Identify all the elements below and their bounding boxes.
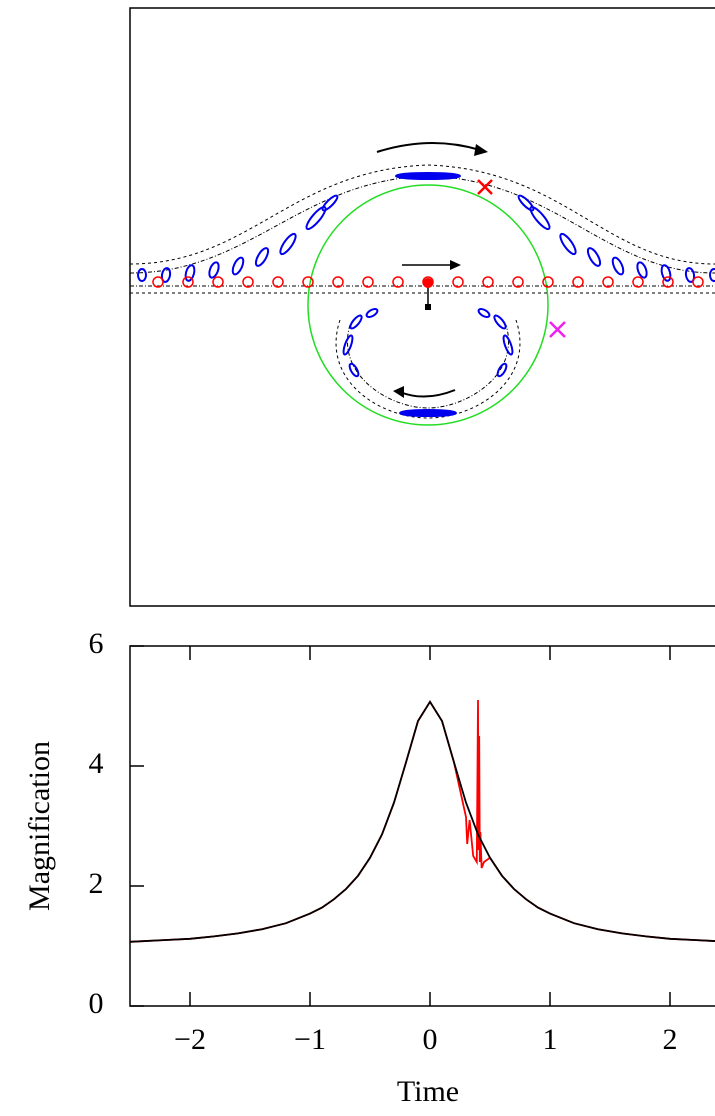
source-position (242, 276, 254, 288)
source-position (692, 276, 704, 288)
caustic-mark (549, 321, 566, 338)
image (208, 261, 220, 279)
image (321, 194, 339, 212)
x-axis-label: Time (397, 1075, 459, 1108)
image (502, 334, 514, 356)
source-position (572, 276, 584, 288)
source-position (182, 276, 194, 288)
light-curve (129, 700, 715, 943)
x-tick-label: 0 (423, 1023, 438, 1056)
image (231, 256, 245, 276)
source-position (212, 276, 224, 288)
images (137, 172, 715, 417)
image (517, 194, 535, 212)
source-position (452, 276, 464, 288)
image (660, 264, 672, 282)
image (348, 362, 360, 378)
image (305, 205, 327, 231)
image (365, 308, 379, 318)
image (636, 261, 648, 279)
x-tick-label: 2 (663, 1023, 678, 1056)
x-tick-label: −1 (294, 1023, 326, 1056)
source-position (602, 276, 614, 288)
x-tick-label: −2 (174, 1023, 206, 1056)
einstein-ring (307, 184, 549, 426)
image (559, 232, 577, 256)
source-position (662, 276, 674, 288)
image (342, 334, 354, 356)
source-position (302, 276, 314, 288)
image (254, 247, 270, 267)
image (160, 267, 172, 283)
y-axis-label: Magnification (23, 741, 56, 911)
source-position (512, 276, 524, 288)
lens-companion (425, 304, 431, 310)
source-position (482, 276, 494, 288)
diagram-frame (129, 7, 715, 607)
source-position (272, 276, 284, 288)
source-position (332, 276, 344, 288)
image (496, 362, 508, 378)
image (279, 232, 297, 256)
light-curve (129, 699, 715, 943)
critical-curve (335, 319, 521, 419)
source-position (542, 276, 554, 288)
lens (423, 278, 433, 288)
x-tick-label: 1 (543, 1023, 558, 1056)
image (586, 247, 602, 267)
image (684, 267, 696, 283)
image-track (129, 175, 715, 274)
image (399, 409, 457, 417)
image (611, 256, 625, 276)
image (395, 172, 461, 180)
y-tick-label: 0 (89, 987, 104, 1020)
image (493, 314, 507, 330)
arrow-head (474, 144, 488, 156)
arrow-head (450, 260, 461, 270)
image (529, 205, 551, 231)
image (709, 268, 715, 282)
plot-frame (129, 645, 715, 1007)
arrow (399, 389, 456, 398)
source-position (362, 276, 374, 288)
image (349, 314, 363, 330)
arrow (376, 141, 481, 153)
critical-curve (129, 164, 715, 265)
image (137, 268, 147, 282)
y-tick-label: 6 (89, 627, 104, 660)
y-tick-label: 4 (89, 747, 104, 780)
source-position (632, 276, 644, 288)
image (184, 264, 196, 282)
lens-diagram (129, 7, 715, 607)
caustic-mark (477, 179, 493, 195)
source-position (152, 276, 164, 288)
y-tick-label: 2 (89, 867, 104, 900)
source-position (392, 276, 404, 288)
source-track (152, 276, 704, 288)
image (477, 308, 491, 318)
arrow-head (393, 386, 404, 398)
